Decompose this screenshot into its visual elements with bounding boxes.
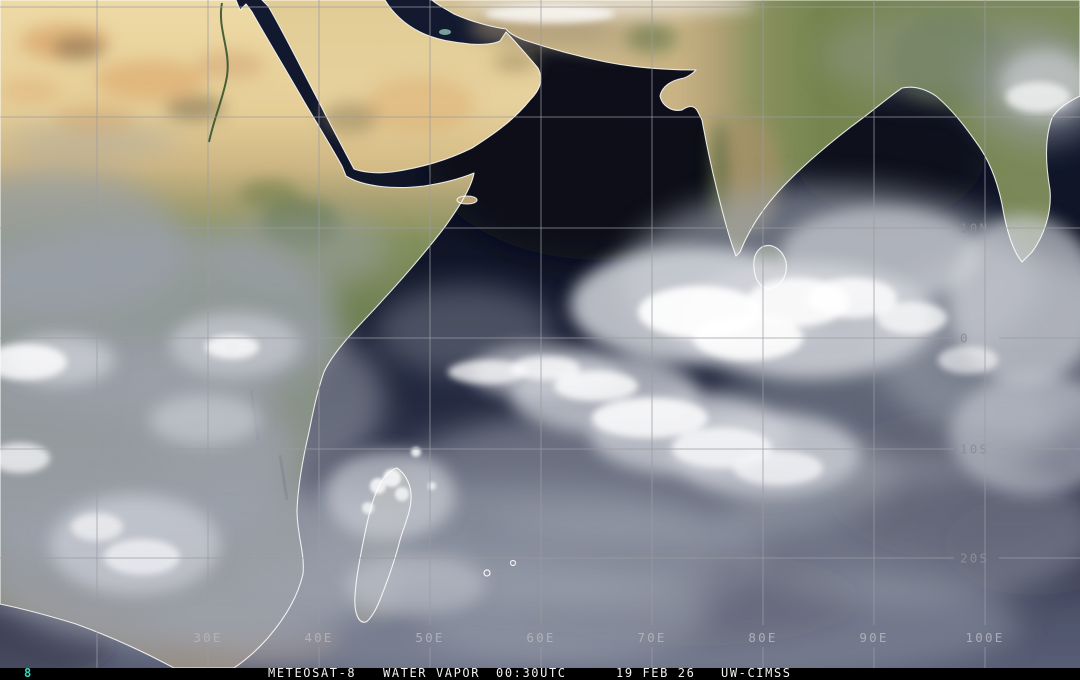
product-name: WATER VAPOR — [383, 666, 481, 680]
satellite-channel-number: 8 — [24, 666, 33, 680]
longitude-label: 40E — [304, 630, 333, 645]
cloud-layer — [0, 5, 1080, 668]
shallow-water — [439, 29, 451, 35]
satellite-name: METEOSAT-8 — [268, 666, 357, 680]
longitude-label: 30E — [193, 630, 222, 645]
image-time: 00:30UTC — [496, 666, 567, 680]
longitude-label: 70E — [637, 630, 666, 645]
latitude-label: 10N — [960, 221, 989, 236]
latitude-label: 0 — [960, 331, 970, 346]
longitude-label: 80E — [748, 630, 777, 645]
mauritius-outline — [483, 569, 491, 577]
source-credit: UW-CIMSS — [721, 666, 792, 680]
latitude-label: 10S — [960, 442, 989, 457]
longitude-label: 60E — [526, 630, 555, 645]
status-bar: 8 METEOSAT-8 WATER VAPOR 00:30UTC 19 FEB… — [0, 666, 1080, 680]
longitude-label: 100E — [966, 630, 1005, 645]
latitude-label: 20S — [960, 551, 989, 566]
nile-river — [208, 2, 229, 143]
longitude-label: 50E — [415, 630, 444, 645]
longitude-label: 90E — [859, 630, 888, 645]
image-date: 19 FEB 26 — [616, 666, 696, 680]
reunion-outline — [509, 559, 517, 567]
